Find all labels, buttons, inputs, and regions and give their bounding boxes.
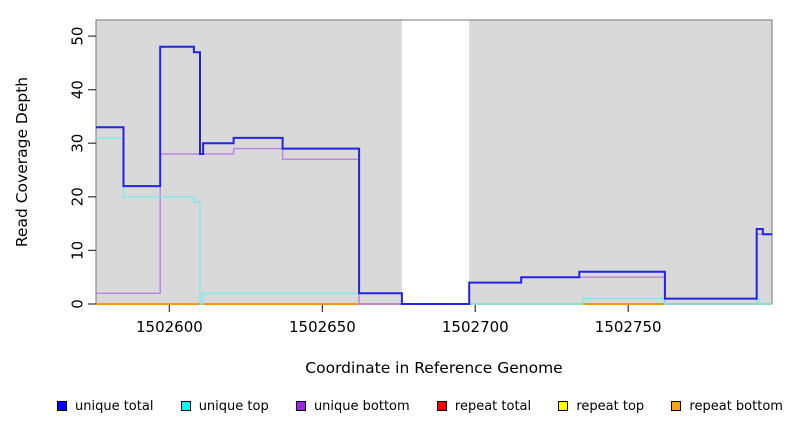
y-tick-label: 0 (69, 299, 87, 309)
legend-swatch-repeat-bottom-icon (671, 401, 682, 411)
legend: unique total unique top unique bottom re… (57, 395, 783, 417)
x-tick-label: 1502700 (442, 318, 509, 336)
y-axis-title: Read Coverage Depth (13, 77, 31, 247)
y-tick-label: 30 (69, 134, 87, 153)
legend-item-repeat-total: repeat total (436, 398, 532, 414)
y-tick-label: 50 (69, 27, 87, 46)
x-axis-title: Coordinate in Reference Genome (305, 359, 562, 377)
legend-label-repeat-total: repeat total (454, 398, 532, 414)
legend-item-repeat-top: repeat top (558, 400, 644, 413)
y-tick-label: 10 (69, 241, 87, 260)
legend-label-unique-total: unique total (75, 398, 154, 414)
legend-label-unique-bottom: unique bottom (313, 398, 410, 414)
legend-item-unique-bottom: unique bottom (295, 398, 410, 414)
x-tick-label: 1502600 (136, 318, 203, 336)
legend-label-repeat-top: repeat top (576, 398, 645, 414)
legend-item-unique-top: unique top (180, 398, 269, 414)
legend-item-repeat-bottom: repeat bottom (671, 400, 783, 413)
x-tick-label: 1502750 (595, 318, 662, 336)
shaded-region-1 (469, 20, 772, 304)
legend-swatch-unique-bottom-icon (295, 401, 306, 411)
y-tick-label: 40 (69, 80, 87, 99)
series-line-unique-total (96, 45, 772, 305)
legend-swatch-unique-total-icon (57, 401, 67, 411)
legend-label-unique-top: unique top (198, 398, 269, 414)
legend-item-unique-total: unique total (57, 400, 153, 413)
shaded-region-0 (96, 20, 402, 304)
y-tick-label: 20 (69, 187, 87, 206)
legend-label-repeat-bottom: repeat bottom (689, 398, 783, 414)
x-tick-label: 1502650 (289, 318, 356, 336)
legend-swatch-repeat-total-icon (436, 401, 447, 411)
legend-swatch-repeat-top-icon (558, 401, 569, 411)
legend-swatch-unique-top-icon (180, 401, 191, 411)
